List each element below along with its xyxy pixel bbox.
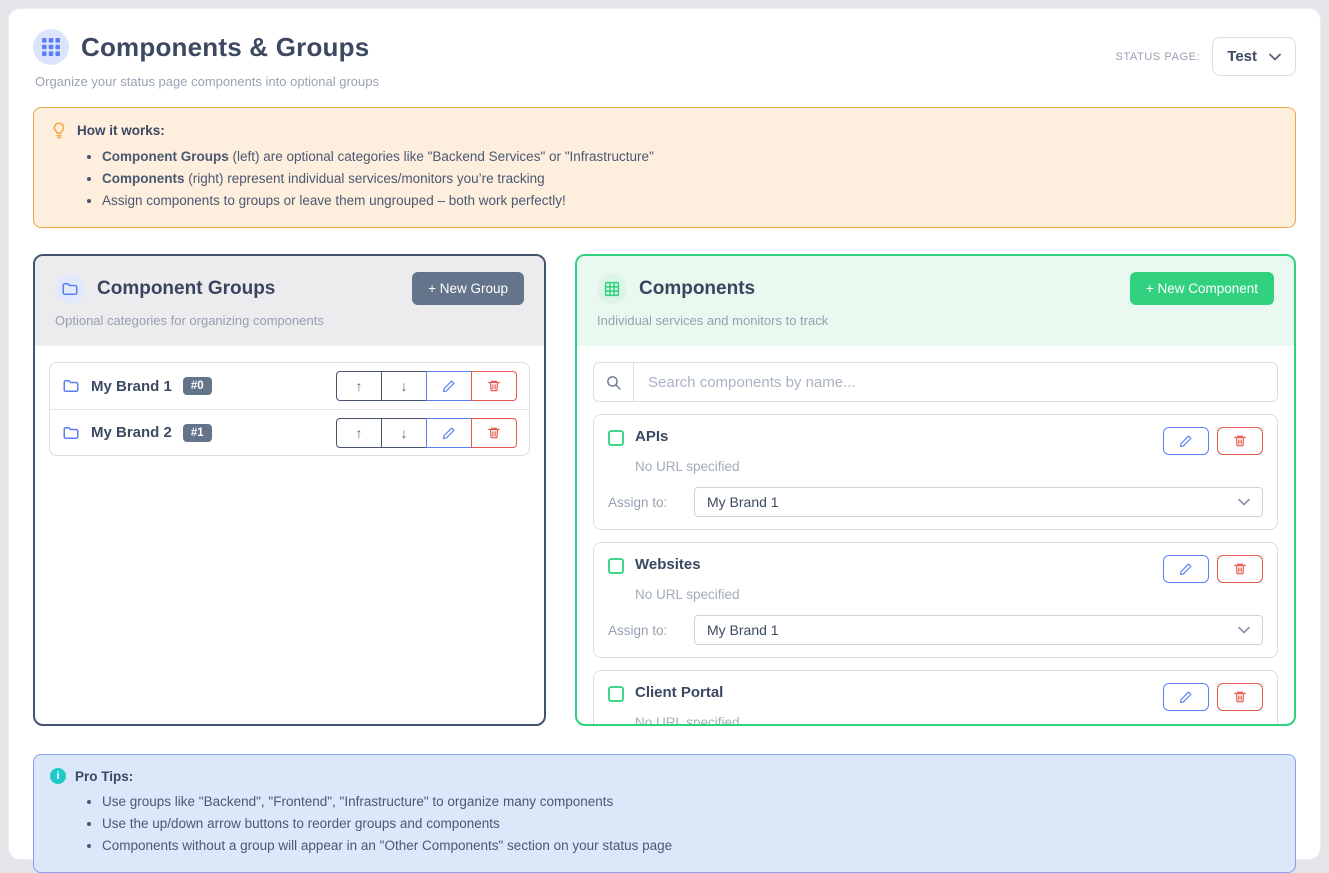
- assign-group-select[interactable]: My Brand 1: [694, 615, 1263, 645]
- group-row: My Brand 2 #1 ↑ ↓: [50, 409, 529, 455]
- pro-tips-box: i Pro Tips: Use groups like "Backend", "…: [33, 754, 1296, 873]
- info-icon: i: [50, 768, 66, 784]
- groups-panel-subtitle: Optional categories for organizing compo…: [55, 313, 524, 328]
- assign-group-select[interactable]: My Brand 1: [694, 487, 1263, 517]
- component-name: APIs: [635, 428, 668, 445]
- delete-group-button[interactable]: [471, 371, 517, 401]
- new-component-button[interactable]: + New Component: [1130, 272, 1274, 305]
- component-card: Websites No URL specified Assign to:: [593, 542, 1278, 658]
- status-page-select[interactable]: Test: [1212, 37, 1296, 76]
- group-name: My Brand 2: [91, 424, 172, 441]
- chevron-down-icon: [1238, 626, 1250, 634]
- group-order-badge: #1: [183, 424, 212, 442]
- component-search: [593, 362, 1278, 402]
- component-card: Client Portal No URL specified Assig: [593, 670, 1278, 724]
- edit-component-button[interactable]: [1163, 555, 1209, 583]
- assign-to-label: Assign to:: [608, 495, 694, 510]
- page-title: Components & Groups: [81, 32, 369, 63]
- move-down-button[interactable]: ↓: [381, 371, 427, 401]
- components-panel-subtitle: Individual services and monitors to trac…: [597, 313, 1274, 328]
- lightbulb-icon: [50, 121, 68, 139]
- components-panel-title: Components: [639, 278, 755, 300]
- pro-tips-list: Use groups like "Backend", "Frontend", "…: [102, 791, 1279, 857]
- trash-icon: [1233, 562, 1247, 576]
- component-groups-panel: Component Groups + New Group Optional ca…: [33, 254, 546, 726]
- group-list: My Brand 1 #0 ↑ ↓: [49, 362, 530, 456]
- assign-group-value: My Brand 1: [707, 494, 779, 510]
- component-checkbox[interactable]: [608, 686, 624, 702]
- move-up-button[interactable]: ↑: [336, 371, 382, 401]
- edit-component-button[interactable]: [1163, 427, 1209, 455]
- how-it-works-box: How it works: Component Groups (left) ar…: [33, 107, 1296, 228]
- how-it-works-title: How it works:: [77, 123, 165, 138]
- page-subtitle: Organize your status page components int…: [35, 74, 379, 89]
- edit-group-button[interactable]: [426, 418, 472, 448]
- chevron-down-icon: [1238, 498, 1250, 506]
- main-card: Components & Groups Organize your status…: [8, 8, 1321, 860]
- search-input[interactable]: [634, 363, 1277, 401]
- table-grid-icon: [597, 274, 627, 304]
- folder-icon: [55, 274, 85, 304]
- delete-component-button[interactable]: [1217, 555, 1263, 583]
- component-url-note: No URL specified: [635, 587, 1263, 602]
- pro-tips-bullet: Use the up/down arrow buttons to reorder…: [102, 813, 1279, 835]
- move-up-button[interactable]: ↑: [336, 418, 382, 448]
- how-it-works-bullet: Components (right) represent individual …: [102, 168, 1279, 190]
- trash-icon: [1233, 690, 1247, 704]
- pro-tips-bullet: Components without a group will appear i…: [102, 835, 1279, 857]
- folder-icon: [62, 424, 80, 442]
- component-url-note: No URL specified: [635, 459, 1263, 474]
- group-order-badge: #0: [183, 377, 212, 395]
- delete-component-button[interactable]: [1217, 427, 1263, 455]
- pro-tips-bullet: Use groups like "Backend", "Frontend", "…: [102, 791, 1279, 813]
- new-group-button[interactable]: + New Group: [412, 272, 524, 305]
- trash-icon: [487, 426, 501, 440]
- pencil-icon: [1179, 690, 1193, 704]
- components-panel-header: Components + New Component Individual se…: [577, 256, 1294, 346]
- assign-to-label: Assign to:: [608, 623, 694, 638]
- edit-group-button[interactable]: [426, 371, 472, 401]
- group-name: My Brand 1: [91, 378, 172, 395]
- component-card: APIs No URL specified Assign to:: [593, 414, 1278, 530]
- how-it-works-list: Component Groups (left) are optional cat…: [102, 146, 1279, 212]
- delete-group-button[interactable]: [471, 418, 517, 448]
- how-it-works-bullet: Assign components to groups or leave the…: [102, 190, 1279, 212]
- component-name: Websites: [635, 556, 701, 573]
- edit-component-button[interactable]: [1163, 683, 1209, 711]
- components-grid-icon: [33, 29, 69, 65]
- pro-tips-title: Pro Tips:: [75, 769, 133, 784]
- folder-icon: [62, 377, 80, 395]
- delete-component-button[interactable]: [1217, 683, 1263, 711]
- assign-group-value: My Brand 1: [707, 622, 779, 638]
- trash-icon: [1233, 434, 1247, 448]
- status-page-value: Test: [1227, 48, 1257, 65]
- pencil-icon: [442, 426, 456, 440]
- pencil-icon: [1179, 562, 1193, 576]
- page-header: Components & Groups Organize your status…: [33, 29, 1296, 89]
- search-icon: [594, 363, 634, 401]
- pencil-icon: [1179, 434, 1193, 448]
- groups-panel-header: Component Groups + New Group Optional ca…: [35, 256, 544, 346]
- status-page-label: STATUS PAGE:: [1115, 51, 1200, 63]
- chevron-down-icon: [1269, 53, 1281, 61]
- component-name: Client Portal: [635, 684, 723, 701]
- groups-panel-title: Component Groups: [97, 278, 275, 300]
- pencil-icon: [442, 379, 456, 393]
- how-it-works-bullet: Component Groups (left) are optional cat…: [102, 146, 1279, 168]
- component-checkbox[interactable]: [608, 558, 624, 574]
- move-down-button[interactable]: ↓: [381, 418, 427, 448]
- components-panel: Components + New Component Individual se…: [575, 254, 1296, 726]
- component-url-note: No URL specified: [635, 715, 1263, 724]
- trash-icon: [487, 379, 501, 393]
- component-checkbox[interactable]: [608, 430, 624, 446]
- group-row: My Brand 1 #0 ↑ ↓: [50, 363, 529, 409]
